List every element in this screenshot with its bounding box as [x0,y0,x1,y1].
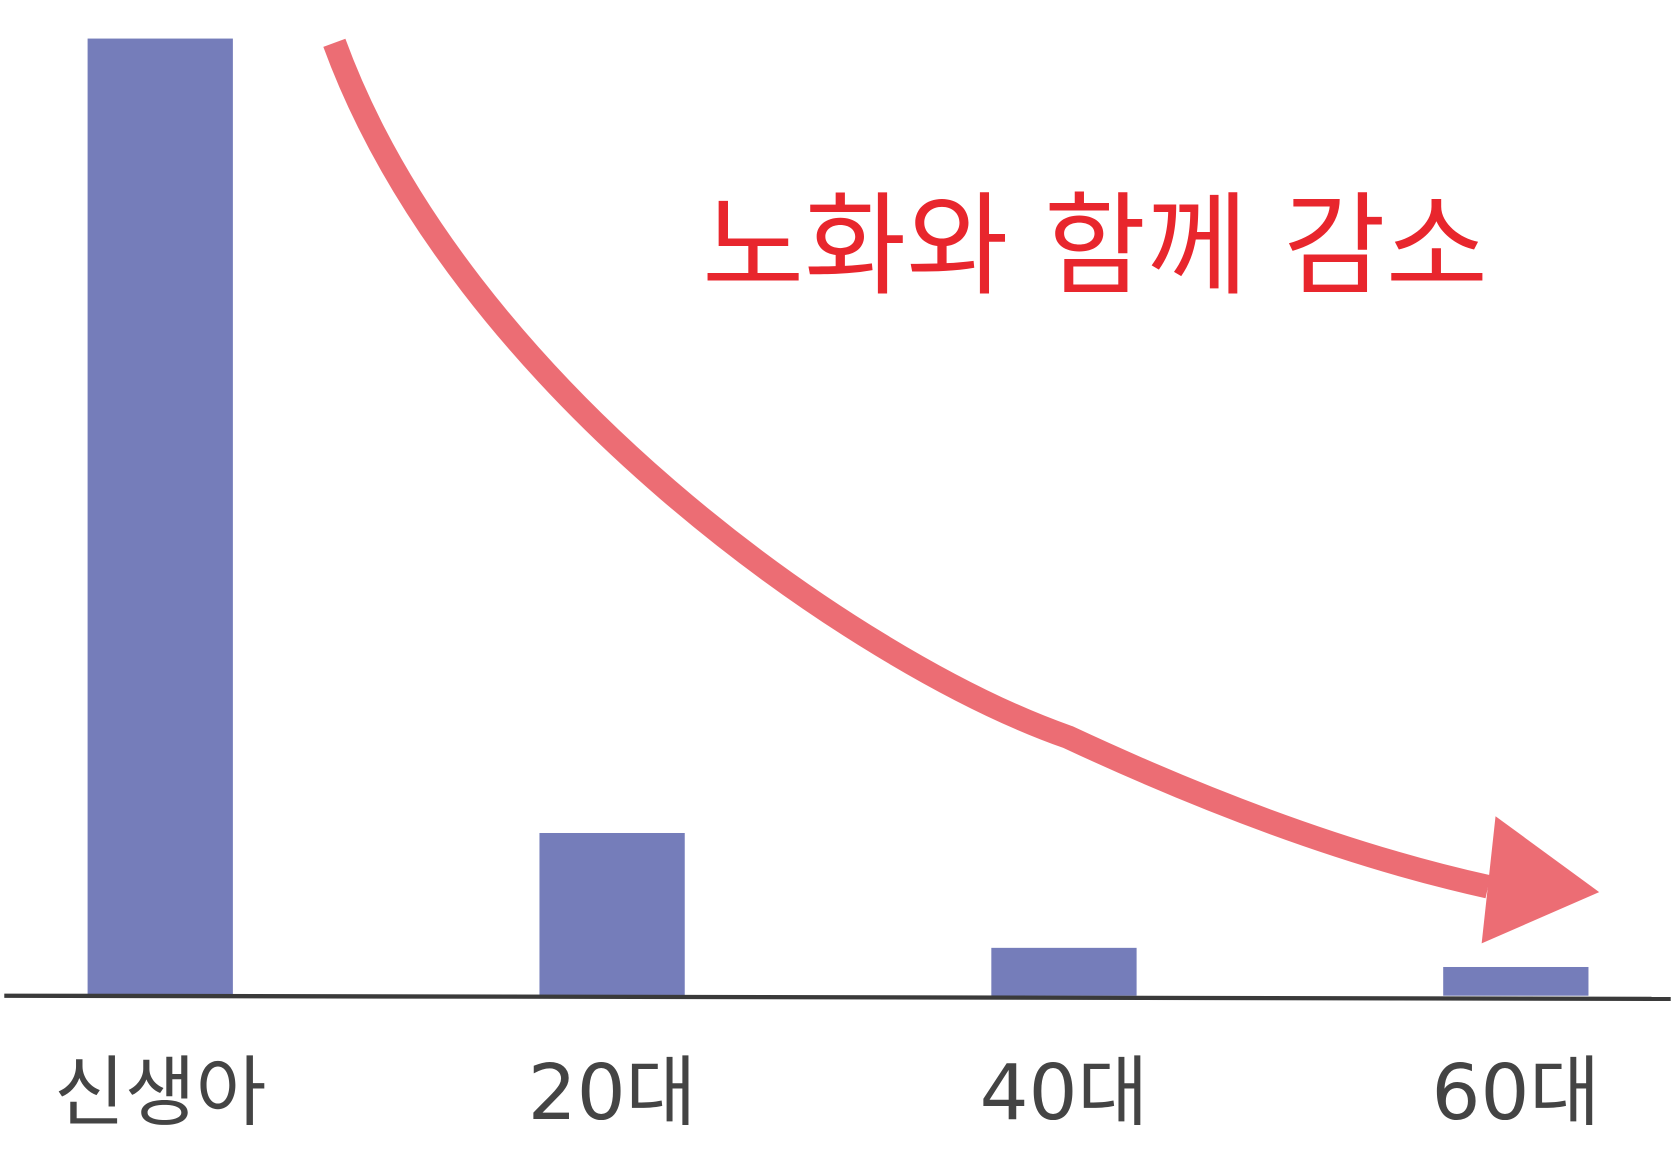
bar [1443,966,1589,996]
bar [539,832,685,996]
bar [87,38,233,996]
baseline [4,993,1671,1002]
trend-arrow-shaft [334,43,1488,940]
x-tick-label: 60대 [1432,1049,1601,1138]
trend-arrow-shaft [323,38,1491,899]
bar [991,947,1137,996]
trend-arrow-head [1481,816,1600,944]
x-tick-label: 20대 [528,1049,697,1138]
annotation: 노화와 함께 감소 [702,183,1488,312]
x-tick-label: 40대 [980,1049,1149,1138]
x-tick-label: 신생아 [54,1049,266,1138]
